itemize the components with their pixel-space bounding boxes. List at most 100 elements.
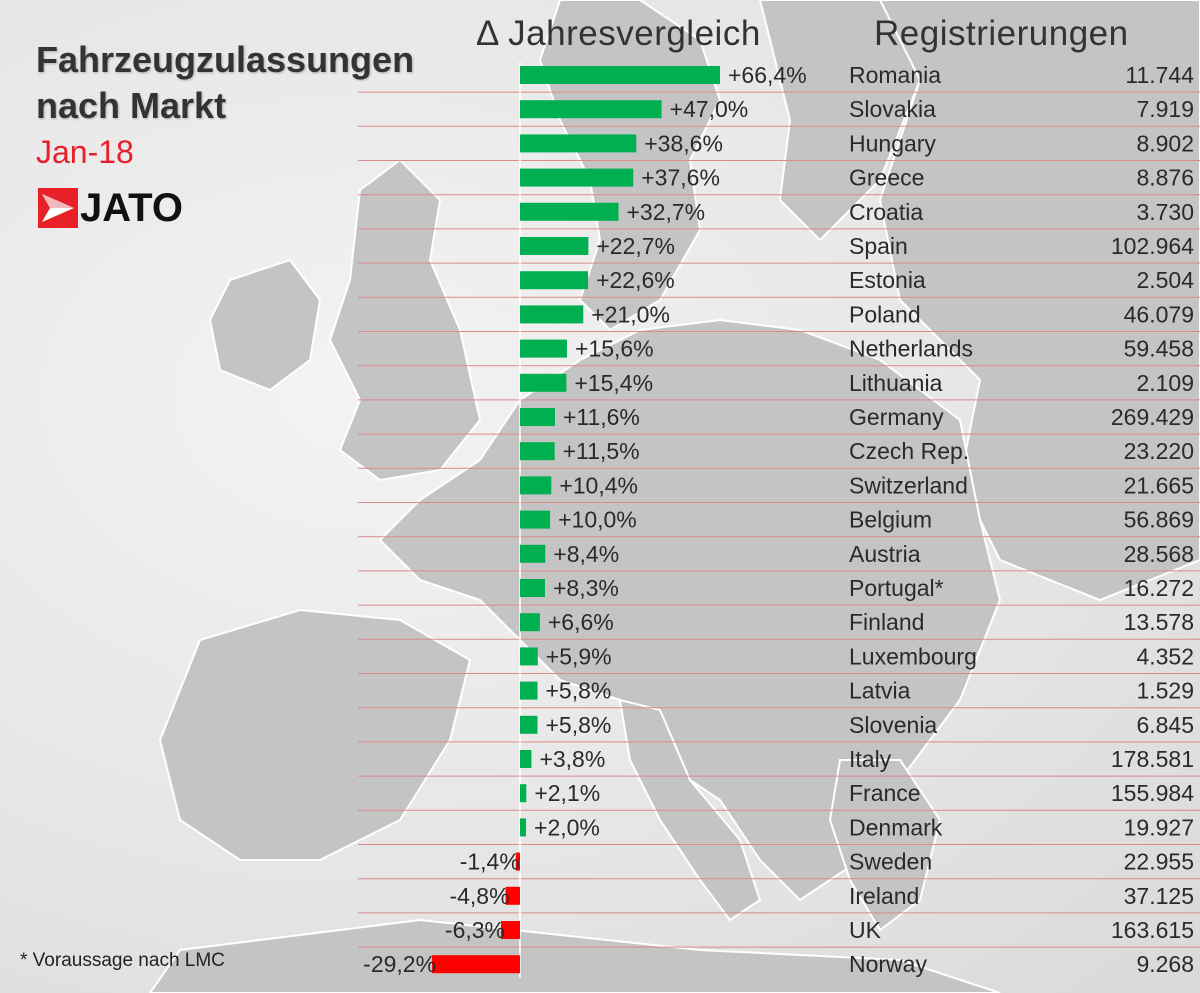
percent-label: +6,6% bbox=[548, 609, 614, 635]
title-line-1: Fahrzeugzulassungen bbox=[36, 39, 415, 80]
percent-label: +15,4% bbox=[574, 370, 653, 396]
country-label: Germany bbox=[849, 404, 944, 430]
country-label: Belgium bbox=[849, 507, 932, 533]
country-label: Austria bbox=[849, 541, 921, 567]
percent-label: +5,8% bbox=[545, 712, 611, 738]
map-north-africa bbox=[148, 918, 1001, 993]
percent-label: +2,1% bbox=[534, 780, 600, 806]
percent-label: +66,4% bbox=[728, 62, 807, 88]
percent-label: +10,4% bbox=[559, 472, 638, 498]
percent-label: +22,6% bbox=[596, 267, 675, 293]
country-label: Ireland bbox=[849, 883, 919, 909]
country-label: Luxembourg bbox=[849, 643, 977, 669]
registrations-label: 7.919 bbox=[1136, 96, 1194, 122]
country-label: Croatia bbox=[849, 199, 923, 225]
country-label: Poland bbox=[849, 301, 921, 327]
registrations-label: 28.568 bbox=[1124, 541, 1194, 567]
percent-label: +38,6% bbox=[644, 130, 723, 156]
bar-czech-rep bbox=[520, 442, 555, 461]
percent-labels: +66,4% +47,0% +38,6% +37,6% +32,7% +22,7% +22,… bbox=[363, 62, 806, 977]
country-label: Greece bbox=[849, 165, 924, 191]
percent-label: +8,3% bbox=[553, 575, 619, 601]
bar-denmark bbox=[520, 818, 527, 837]
country-label: Hungary bbox=[849, 130, 936, 156]
bar-hungary bbox=[520, 134, 637, 153]
header-delta: Δ Jahresvergleich bbox=[476, 14, 761, 53]
percent-label: +22,7% bbox=[596, 233, 675, 259]
bars bbox=[432, 66, 720, 974]
registrations-label: 21.665 bbox=[1124, 472, 1194, 498]
country-label: Denmark bbox=[849, 814, 943, 840]
registrations-label: 269.429 bbox=[1111, 404, 1194, 430]
registrations-label: 163.615 bbox=[1111, 917, 1194, 943]
registrations-label: 46.079 bbox=[1124, 301, 1194, 327]
bar-greece bbox=[520, 168, 634, 187]
percent-label: +10,0% bbox=[558, 507, 637, 533]
header-registrations: Registrierungen bbox=[874, 14, 1129, 53]
subtitle-date: Jan-18 bbox=[36, 134, 134, 170]
bar-uk bbox=[501, 921, 520, 939]
percent-label: +47,0% bbox=[670, 96, 749, 122]
country-label: UK bbox=[849, 917, 882, 943]
registrations-label: 59.458 bbox=[1124, 336, 1194, 362]
percent-label: +21,0% bbox=[591, 301, 670, 327]
registrations-label: 8.876 bbox=[1136, 165, 1194, 191]
bar-lithuania bbox=[520, 373, 567, 392]
bar-ireland bbox=[505, 886, 520, 905]
country-label: Sweden bbox=[849, 849, 932, 875]
registrations-label: 19.927 bbox=[1124, 814, 1194, 840]
bar-finland bbox=[520, 613, 540, 632]
footnote: * Voraussage nach LMC bbox=[20, 950, 225, 971]
registrations-label: 8.902 bbox=[1136, 130, 1194, 156]
registrations-label: 178.581 bbox=[1111, 746, 1194, 772]
bar-poland bbox=[520, 305, 584, 324]
percent-label: +15,6% bbox=[575, 336, 654, 362]
registrations-label: 4.352 bbox=[1136, 643, 1194, 669]
country-label: France bbox=[849, 780, 921, 806]
map-iberia bbox=[158, 608, 472, 861]
country-label: Spain bbox=[849, 233, 908, 259]
bar-switzerland bbox=[520, 476, 552, 495]
percent-label: +11,6% bbox=[563, 404, 640, 430]
country-label: Switzerland bbox=[849, 472, 968, 498]
country-label: Slovakia bbox=[849, 96, 936, 122]
percent-label: +5,9% bbox=[546, 643, 612, 669]
percent-label: -1,4% bbox=[460, 849, 520, 875]
country-label: Norway bbox=[849, 951, 927, 977]
jato-logo-text: JATO bbox=[80, 186, 183, 230]
registrations-label: 1.529 bbox=[1136, 678, 1194, 704]
percent-label: -29,2% bbox=[363, 951, 436, 977]
percent-label: +3,8% bbox=[539, 746, 605, 772]
bar-austria bbox=[520, 544, 546, 563]
registrations-label: 22.955 bbox=[1124, 849, 1194, 875]
country-label: Estonia bbox=[849, 267, 926, 293]
country-label: Italy bbox=[849, 746, 892, 772]
registration-labels: 11.744 7.919 8.902 8.876 3.730 102.964 2.504 46… bbox=[1111, 62, 1194, 977]
map-ireland bbox=[208, 258, 322, 392]
jato-logo: JATO bbox=[38, 186, 183, 230]
country-label: Latvia bbox=[849, 678, 911, 704]
percent-label: +8,4% bbox=[553, 541, 619, 567]
registrations-label: 11.744 bbox=[1125, 62, 1194, 88]
bar-portugal bbox=[520, 579, 545, 597]
registrations-label: 102.964 bbox=[1111, 233, 1194, 259]
bar-france bbox=[520, 784, 527, 803]
registrations-label: 3.730 bbox=[1136, 199, 1194, 225]
registrations-label: 2.109 bbox=[1136, 370, 1194, 396]
bar-latvia bbox=[520, 681, 538, 700]
registrations-label: 37.125 bbox=[1124, 883, 1194, 909]
percent-label: +5,8% bbox=[545, 678, 611, 704]
percent-label: +11,5% bbox=[563, 438, 640, 464]
bar-romania bbox=[520, 66, 720, 84]
country-label: Portugal* bbox=[849, 575, 944, 601]
bar-norway bbox=[432, 955, 520, 974]
registrations-label: 9.268 bbox=[1136, 951, 1194, 977]
jato-arrow-icon bbox=[38, 188, 78, 228]
bar-italy bbox=[520, 750, 532, 768]
country-label: Slovenia bbox=[849, 712, 937, 738]
percent-label: -4,8% bbox=[449, 883, 509, 909]
country-label: Romania bbox=[849, 62, 941, 88]
registrations-label: 16.272 bbox=[1124, 575, 1194, 601]
